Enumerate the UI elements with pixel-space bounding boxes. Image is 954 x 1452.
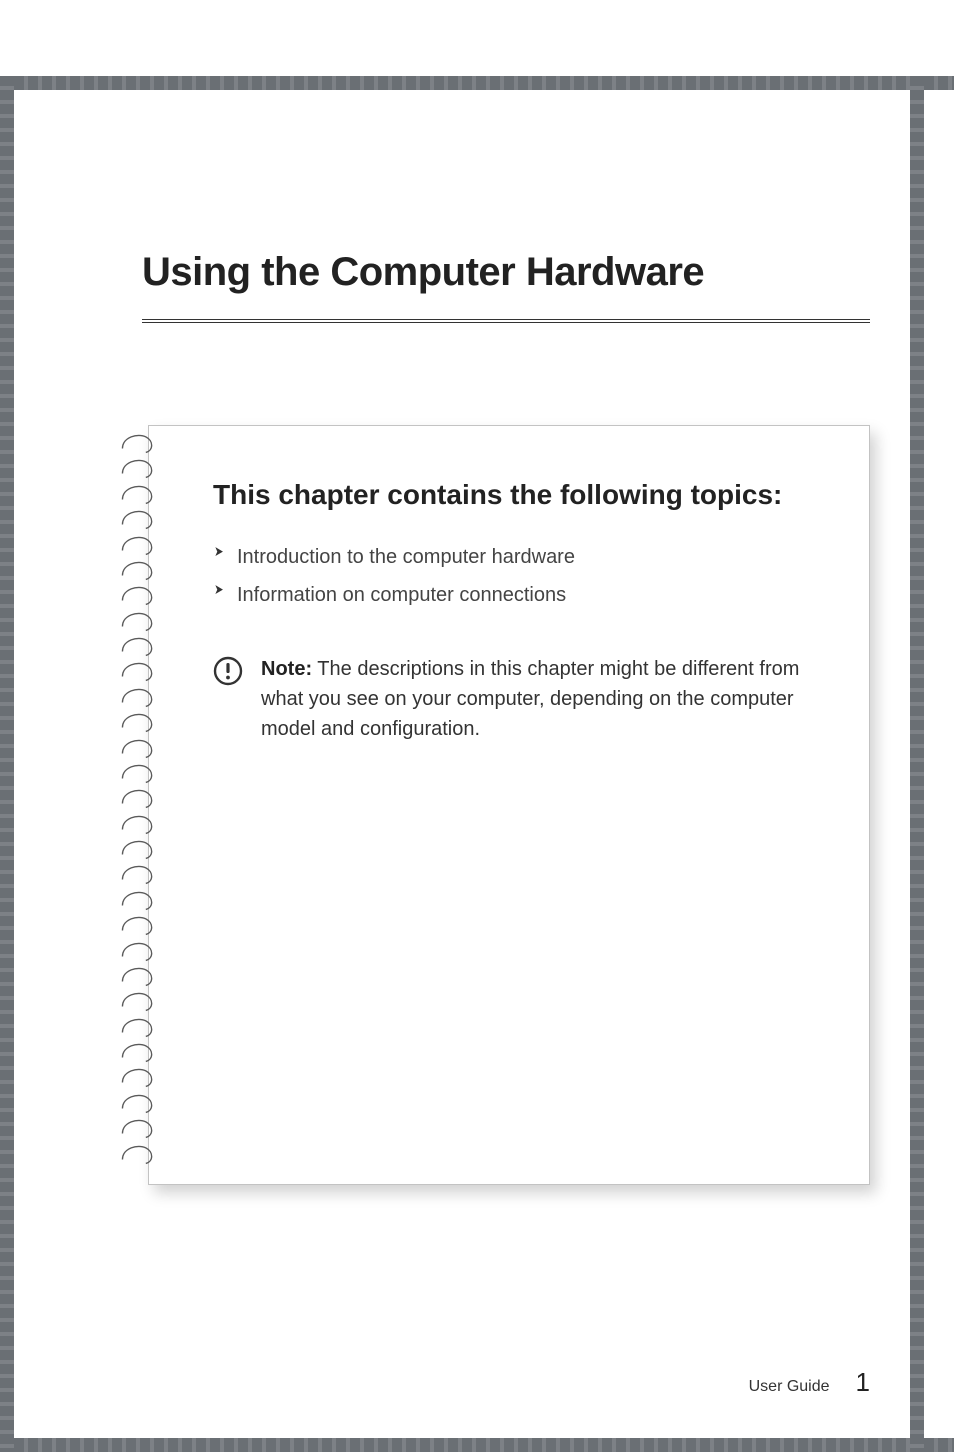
section-heading: This chapter contains the following topi… <box>213 476 825 514</box>
page-frame: Using the Computer Hardware This chapter… <box>14 90 910 1438</box>
content-card: This chapter contains the following topi… <box>148 425 870 1185</box>
topic-list: Introduction to the computer hardwareInf… <box>213 538 825 614</box>
note-body: The descriptions in this chapter might b… <box>261 658 799 740</box>
spiral-ring-icon <box>120 1015 158 1038</box>
spiral-ring-icon <box>120 583 158 606</box>
spiral-ring-icon <box>120 634 158 657</box>
spiral-ring-icon <box>120 1142 158 1165</box>
spiral-ring-icon <box>120 888 158 911</box>
spiral-ring-icon <box>120 862 158 885</box>
note-block: Note: The descriptions in this chapter m… <box>213 654 825 744</box>
spiral-ring-icon <box>120 456 158 479</box>
frame-left-stripe <box>0 76 14 1452</box>
spiral-ring-icon <box>120 964 158 987</box>
spiral-ring-icon <box>120 507 158 530</box>
page-footer: User Guide 1 <box>749 1367 870 1398</box>
content-card-wrap: This chapter contains the following topi… <box>124 425 870 1185</box>
spiral-ring-icon <box>120 1091 158 1114</box>
spiral-ring-icon <box>120 710 158 733</box>
spiral-ring-icon <box>120 939 158 962</box>
spiral-ring-icon <box>120 1065 158 1088</box>
spiral-ring-icon <box>120 1116 158 1139</box>
spiral-ring-icon <box>120 761 158 784</box>
spiral-ring-icon <box>120 989 158 1012</box>
spiral-ring-icon <box>120 786 158 809</box>
spiral-ring-icon <box>120 482 158 505</box>
attention-icon <box>213 656 243 686</box>
spiral-ring-icon <box>120 533 158 556</box>
spiral-ring-icon <box>120 685 158 708</box>
note-label: Note: <box>261 658 312 680</box>
note-text: Note: The descriptions in this chapter m… <box>261 654 825 744</box>
footer-guide-label: User Guide <box>749 1378 830 1396</box>
spiral-ring-icon <box>120 1040 158 1063</box>
spiral-ring-icon <box>120 812 158 835</box>
spiral-ring-icon <box>120 431 158 454</box>
topic-list-item: Introduction to the computer hardware <box>213 538 825 576</box>
frame-top-stripe <box>0 76 954 90</box>
spiral-ring-icon <box>120 609 158 632</box>
spiral-ring-icon <box>120 837 158 860</box>
frame-bottom-stripe <box>0 1438 954 1452</box>
spiral-ring-icon <box>120 659 158 682</box>
frame-right-stripe <box>910 76 924 1452</box>
topic-list-item: Information on computer connections <box>213 576 825 614</box>
spiral-ring-icon <box>120 736 158 759</box>
spiral-ring-icon <box>120 558 158 581</box>
chapter-title: Using the Computer Hardware <box>142 250 910 295</box>
title-divider <box>142 319 870 325</box>
spiral-binding-icon <box>120 431 160 1165</box>
footer-page-number: 1 <box>856 1367 870 1398</box>
spiral-ring-icon <box>120 913 158 936</box>
